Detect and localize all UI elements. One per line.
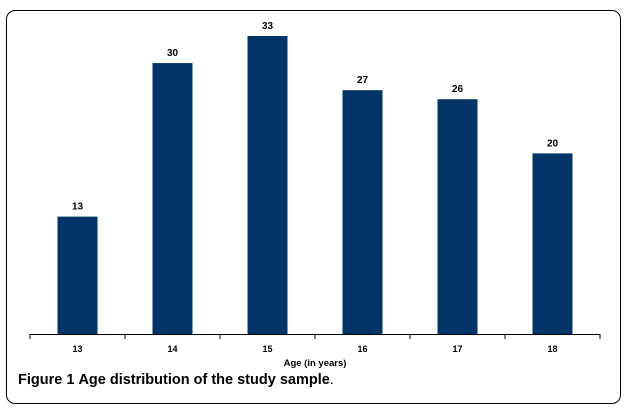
bar-age-17 [437,99,478,334]
x-tick-label: 14 [167,344,177,354]
bar-value-label: 26 [452,84,464,95]
figure-number: Figure 1 [18,372,75,388]
bar-age-15 [247,36,288,334]
bar-age-13 [57,216,98,334]
bar-value-label: 33 [262,21,274,32]
x-tick-label: 18 [547,344,557,354]
x-ticks-group [29,334,601,339]
bar-value-label: 20 [547,138,559,149]
x-tick-label: 16 [357,344,367,354]
bar-value-label: 27 [357,75,369,86]
x-tick-label: 15 [262,344,272,354]
bar-age-14 [152,63,193,334]
figure-caption-terminator: . [329,372,334,388]
x-tick-label: 13 [72,344,82,354]
bars-group [57,36,573,334]
bar-value-label: 30 [167,48,179,59]
figure-caption: Figure 1 Age distribution of the study s… [18,372,334,388]
x-tick-labels-group: 13 14 15 16 17 18 [72,344,557,354]
x-tick-label: 17 [452,344,462,354]
bar-value-label: 13 [72,202,84,213]
bar-labels-group: 13 30 33 27 26 20 [72,21,559,213]
bar-age-16 [342,90,383,334]
bar-age-18 [532,153,573,334]
x-axis-title: Age (in years) [284,358,347,369]
figure-frame [6,10,621,404]
figure-caption-text: Age distribution of the study sample [78,372,330,388]
